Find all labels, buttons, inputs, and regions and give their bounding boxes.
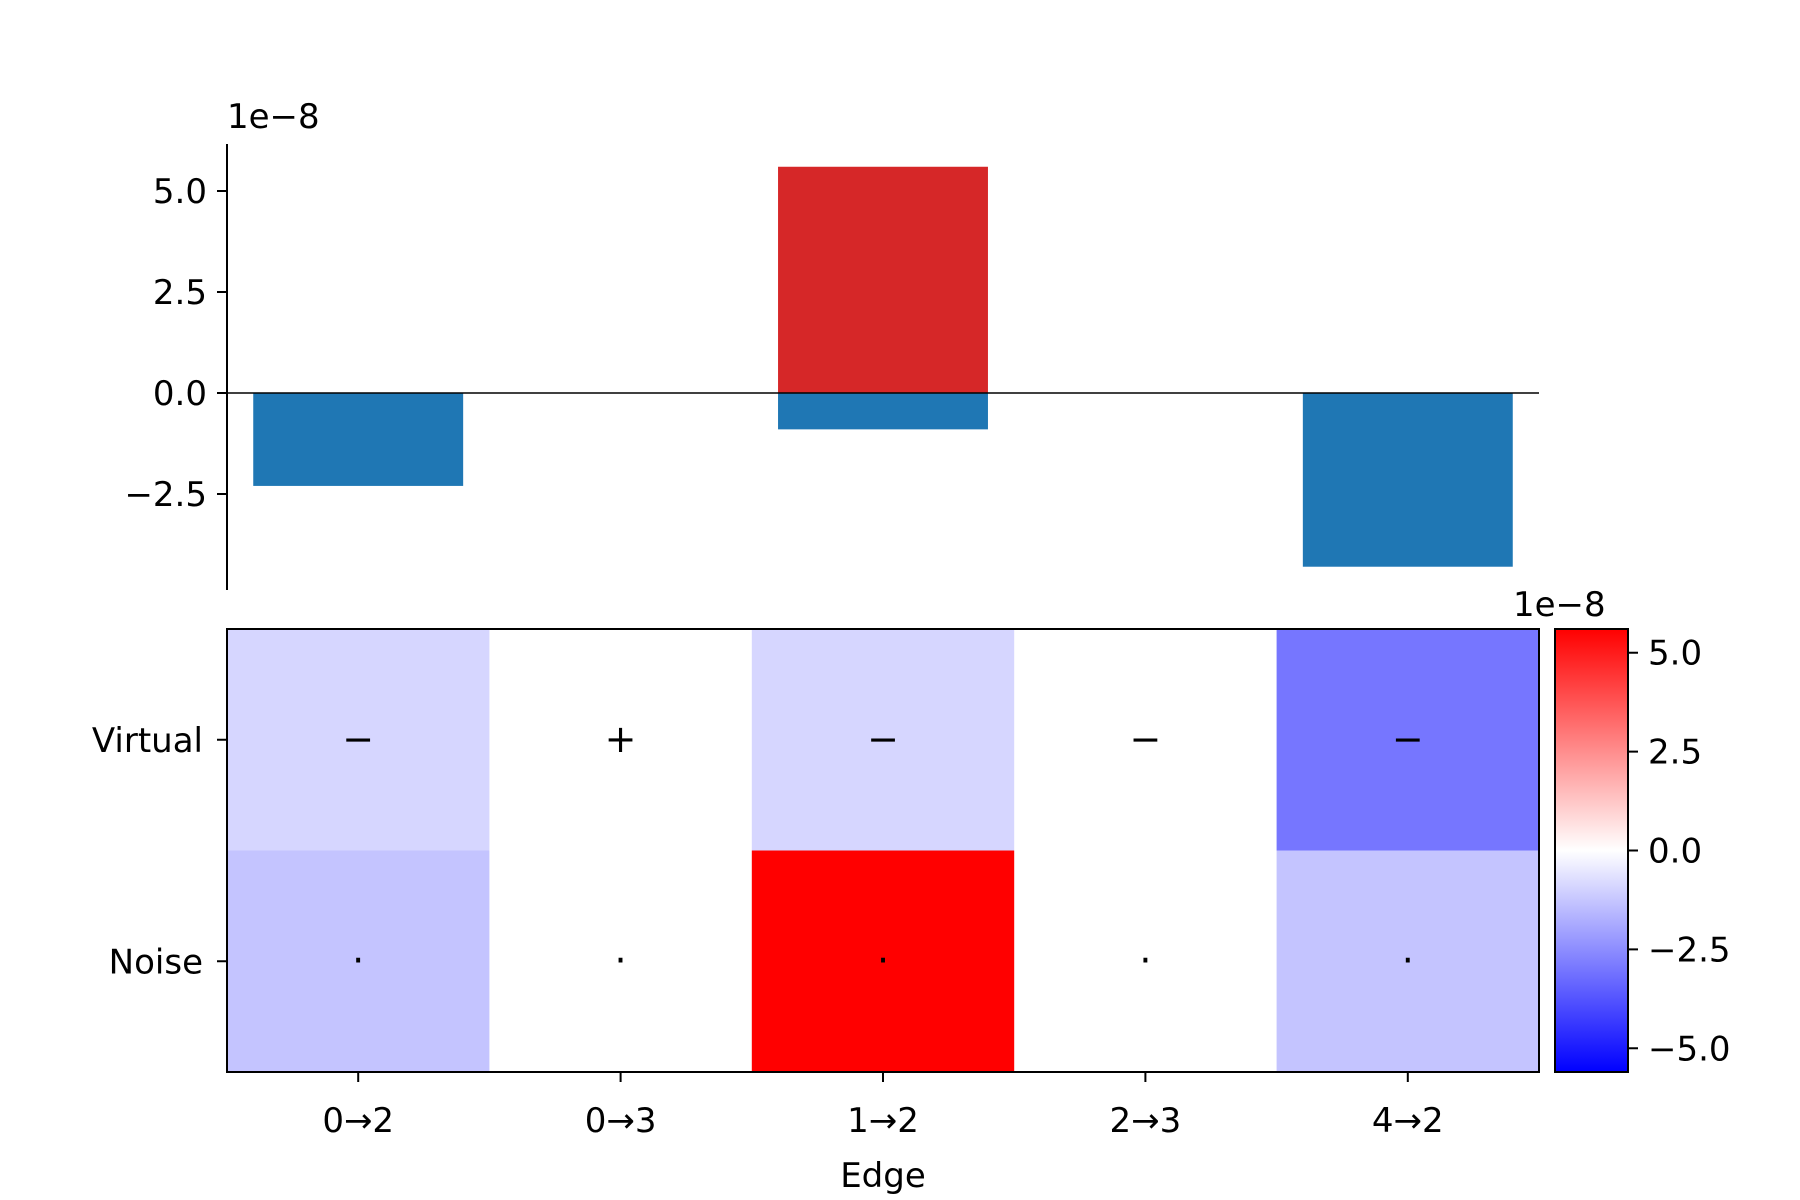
heatmap-cell-annotation: · [615, 938, 627, 982]
bar-chart-exponent-label: 1e−8 [227, 97, 320, 137]
heatmap-cell-annotation: + [605, 717, 637, 761]
colorbar-tick-label: −5.0 [1648, 1029, 1731, 1069]
heatmap-cell-annotation: · [877, 938, 889, 982]
heatmap-x-axis-title: Edge [840, 1156, 926, 1196]
heatmap-x-tick-label: 0→3 [585, 1101, 657, 1141]
heatmap-cell-annotation: − [1392, 717, 1424, 761]
heatmap-cell-0-4 [1276, 629, 1540, 851]
heatmap-x-tick-label: 0→2 [322, 1101, 394, 1141]
heatmap-x-tick-label: 1→2 [847, 1101, 919, 1141]
bar-positive-2 [778, 166, 988, 393]
colorbar-ticks: 5.0 2.5 0.0 −2.5 −5.0 [1628, 634, 1731, 1069]
heatmap-cell-annotation: − [342, 717, 374, 761]
bar-chart-bars [253, 166, 1513, 567]
heatmap-cell-annotation: · [1139, 938, 1151, 982]
heatmap-y-ticks: Virtual Noise [92, 721, 227, 982]
bar-y-tick-label: 0.0 [153, 374, 207, 414]
bar-negative-2 [778, 393, 988, 430]
heatmap-annotations: − + − − − · · · · · [342, 717, 1423, 983]
heatmap-cell-1-2 [751, 850, 1015, 1073]
colorbar-tick-label: 5.0 [1648, 634, 1702, 674]
bar-negative-0 [253, 393, 464, 486]
heatmap-cell-annotation: · [352, 938, 364, 982]
colorbar: 1e−8 5.0 2.5 0.0 −2.5 −5.0 [1513, 585, 1731, 1073]
colorbar-tick-label: 2.5 [1648, 733, 1702, 773]
heatmap-y-tick-label: Noise [109, 942, 203, 982]
heatmap-cell-1-0 [227, 850, 490, 1073]
heatmap-cell-0-3 [1014, 629, 1278, 851]
heatmap-cell-0-1 [489, 629, 753, 851]
bar-y-tick-label: 5.0 [153, 172, 207, 212]
heatmap-x-ticks: 0→2 0→3 1→2 2→3 4→2 [322, 1072, 1444, 1141]
heatmap-cell-0-2 [751, 629, 1015, 851]
colorbar-tick-label: 0.0 [1648, 832, 1702, 872]
colorbar-gradient [1554, 628, 1629, 1073]
heatmap-cell-annotation: − [867, 717, 899, 761]
heatmap-cell-1-4 [1276, 850, 1540, 1073]
bar-y-tick-label: 2.5 [153, 273, 207, 313]
heatmap-y-tick-label: Virtual [92, 721, 203, 761]
bar-chart-y-ticks: 5.0 2.5 0.0 −2.5 [124, 172, 227, 515]
heatmap-cell-1-1 [489, 850, 753, 1073]
bar-y-tick-label: −2.5 [124, 475, 207, 515]
heatmap-x-tick-label: 2→3 [1110, 1101, 1182, 1141]
heatmap-cell-1-3 [1014, 850, 1278, 1073]
heatmap-cell-annotation: · [1402, 938, 1414, 982]
heatmap-x-tick-label: 4→2 [1372, 1101, 1444, 1141]
colorbar-exponent-label: 1e−8 [1513, 585, 1606, 625]
heatmap-cell-annotation: − [1129, 717, 1161, 761]
colorbar-tick-label: −2.5 [1648, 930, 1731, 970]
heatmap-cells [227, 629, 1540, 1073]
bar-chart-panel: 1e−8 5.0 2.5 0.0 −2.5 [124, 97, 1539, 590]
bar-negative-4 [1302, 393, 1513, 567]
heatmap-cell-0-0 [227, 629, 490, 851]
